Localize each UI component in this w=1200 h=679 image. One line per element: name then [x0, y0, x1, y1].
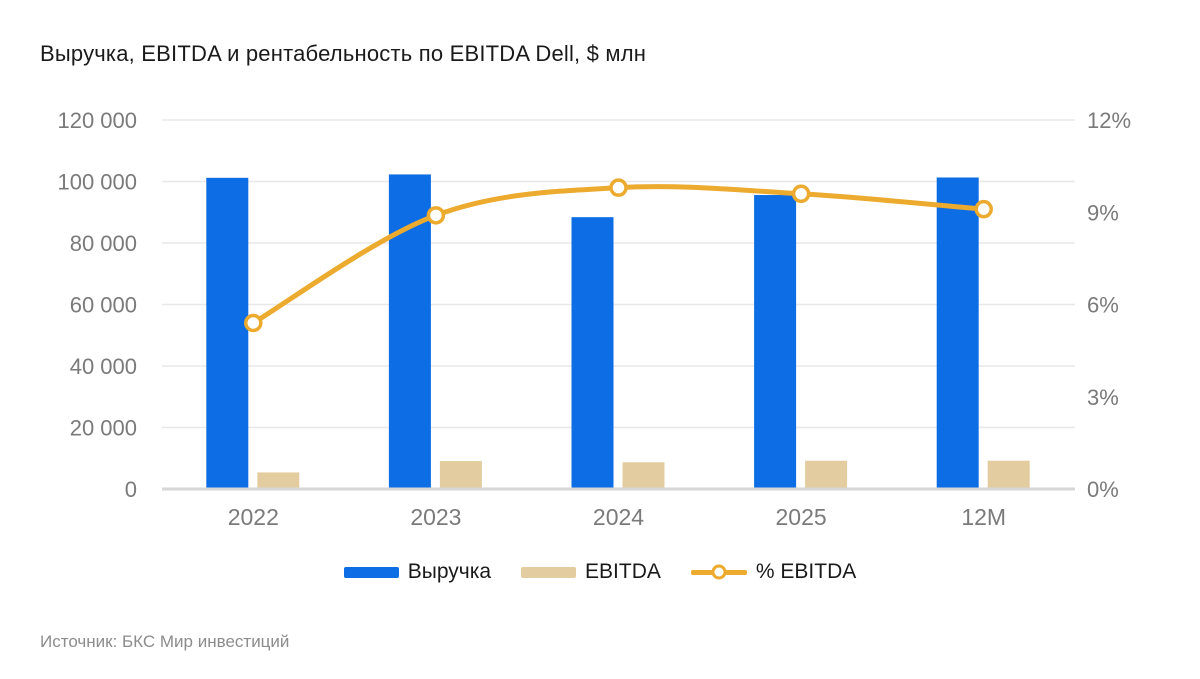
y-axis-tick-right: 12% — [1087, 108, 1131, 133]
revenue-swatch-icon — [343, 566, 399, 578]
y-axis-tick-left: 0 — [125, 477, 137, 502]
line-marker-12M — [974, 199, 993, 219]
bar-ebitda-2025 — [805, 460, 848, 489]
x-axis-label-2025: 2025 — [776, 504, 827, 530]
y-axis-tick-left: 20 000 — [70, 416, 137, 441]
x-axis-label-2023: 2023 — [410, 504, 461, 530]
chart-legend: Выручка EBITDA % EBITDA — [0, 560, 1200, 584]
bar-revenue-12M — [936, 177, 979, 489]
bar-revenue-2022 — [206, 177, 249, 489]
y-axis-tick-right: 0% — [1087, 477, 1119, 502]
y-axis-tick-right: 6% — [1087, 293, 1119, 318]
chart-svg: 0 20 000 40 000 60 000 80 000 100 000 120 000 0… — [57, 108, 1131, 530]
y-axis-tick-left: 100 000 — [57, 170, 137, 195]
x-axis-label-2022: 2022 — [228, 504, 279, 530]
x-axis-label-2024: 2024 — [593, 504, 644, 530]
line-marker-2022 — [244, 313, 263, 333]
line-swatch-marker-icon — [711, 564, 727, 580]
legend-item-ebitda: EBITDA — [521, 560, 661, 584]
line-marker-2024 — [609, 178, 628, 197]
bar-ebitda-12M — [987, 460, 1030, 489]
y-axis-tick-right: 3% — [1087, 385, 1119, 410]
x-axis-label-12M: 12M — [961, 504, 1006, 530]
legend-item-ebitda-margin: % EBITDA — [690, 560, 857, 584]
source-note: Источник: БКС Мир инвестиций — [40, 632, 290, 651]
y-axis-tick-left: 60 000 — [70, 293, 137, 318]
y-axis-tick-left: 120 000 — [57, 108, 137, 133]
legend-item-revenue: Выручка — [343, 560, 492, 584]
bar-ebitda-2022 — [257, 472, 300, 489]
line-marker-2023 — [426, 206, 446, 225]
y-axis-tick-left: 40 000 — [70, 354, 137, 379]
bar-ebitda-2023 — [439, 461, 482, 489]
legend-label-revenue: Выручка — [407, 560, 492, 583]
bar-revenue-2024 — [571, 217, 614, 490]
line-swatch-icon — [690, 563, 747, 581]
chart-title: Выручка, EBITDA и рентабельность по EBIT… — [40, 41, 647, 66]
ebitda-margin-line — [250, 184, 987, 326]
ebitda-swatch-icon — [521, 566, 577, 578]
line-marker-2025 — [791, 184, 811, 204]
bar-revenue-2025 — [754, 195, 797, 489]
y-axis-tick-right: 9% — [1087, 200, 1119, 225]
legend-label-ebitda-margin: % EBITDA — [755, 560, 857, 583]
legend-label-ebitda: EBITDA — [585, 560, 661, 583]
y-axis-tick-left: 80 000 — [70, 231, 137, 256]
bar-ebitda-2024 — [622, 462, 665, 489]
